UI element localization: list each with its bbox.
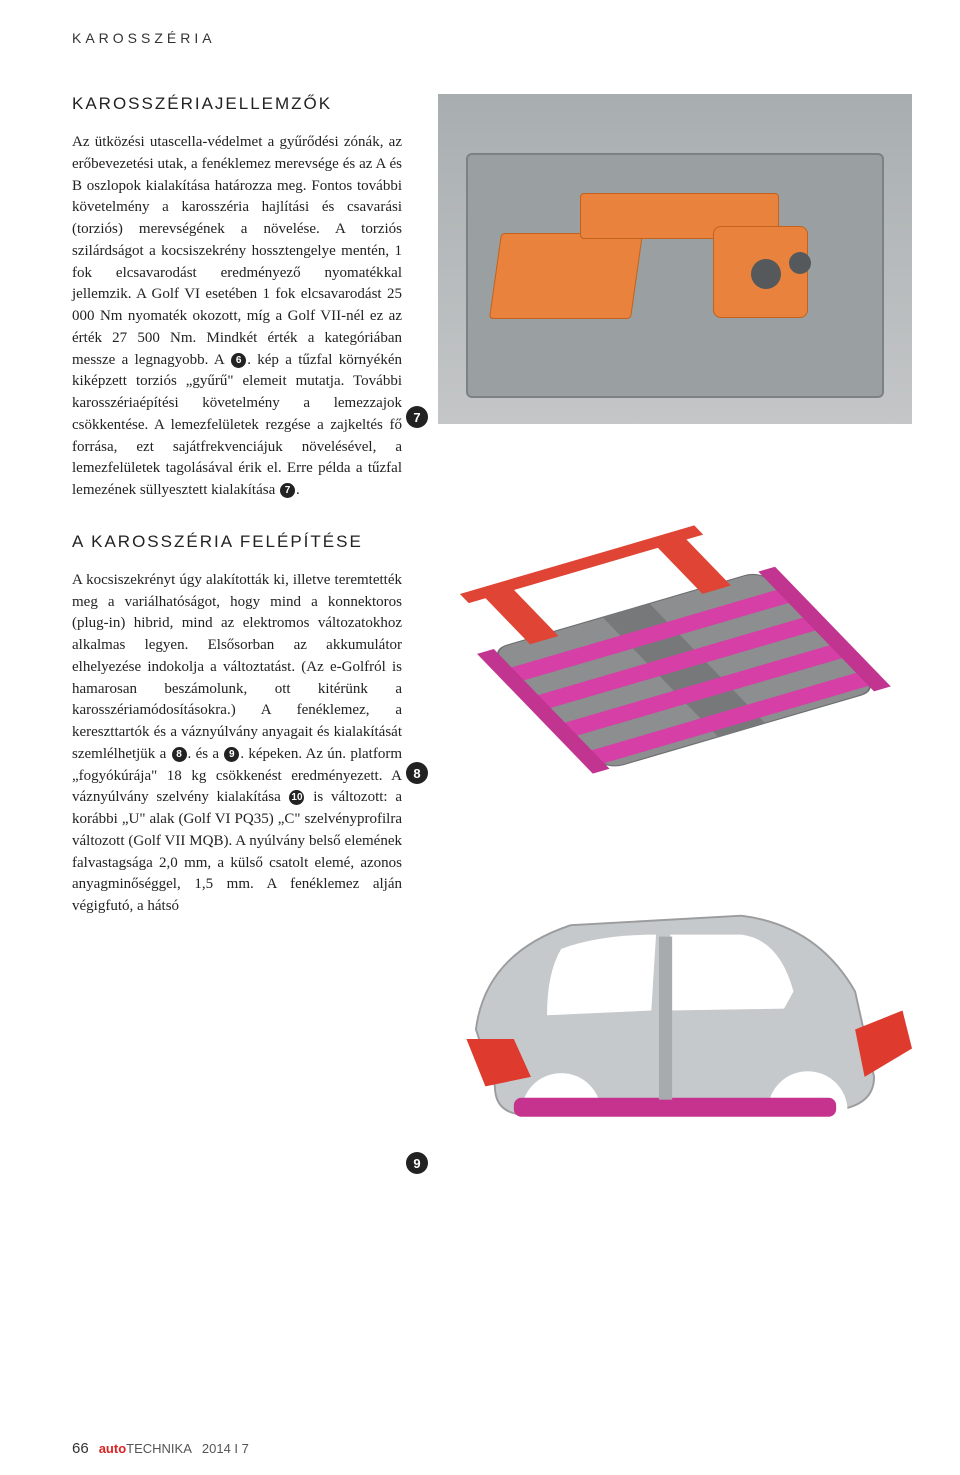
body-text: Az ütközési utascella-védelmet a gyűrődé… [72, 134, 402, 368]
brand-logo: autoTECHNIKA [99, 1441, 192, 1456]
ref-8-icon: 8 [172, 747, 187, 762]
figure-9-image [438, 860, 912, 1180]
section2-title: A KAROSSZÉRIA FELÉPÍTÉSE [72, 532, 402, 552]
body-text: is változott: a korábbi „U" alak (Golf V… [72, 789, 402, 914]
ref-10-icon: 10 [289, 790, 304, 805]
figure-7-image [438, 94, 912, 424]
figure-9-label-icon: 9 [406, 1152, 428, 1174]
issue-label: 2014 I 7 [202, 1441, 249, 1456]
figure-8: 8 [438, 472, 912, 812]
body-text: . kép a tűzfal környékén kiképzett torzi… [72, 352, 402, 499]
figure-8-image [438, 472, 912, 812]
ref-9-icon: 9 [224, 747, 239, 762]
body-text: . [296, 482, 300, 498]
figure-9: 9 [438, 860, 912, 1180]
figure-7-label-icon: 7 [406, 406, 428, 428]
section2-body: A kocsiszekrényt úgy alakították ki, ill… [72, 570, 402, 918]
section1-title: KAROSSZÉRIAJELLEMZŐK [72, 94, 402, 114]
page-footer: 66 autoTECHNIKA 2014 I 7 [72, 1440, 249, 1457]
figure-7: 7 [438, 94, 912, 424]
brand-red: auto [99, 1441, 126, 1456]
content-columns: KAROSSZÉRIAJELLEMZŐK Az ütközési utascel… [72, 94, 912, 1180]
ref-7-icon: 7 [280, 483, 295, 498]
figure-column: 7 [438, 94, 912, 1180]
body-text: A kocsiszekrényt úgy alakították ki, ill… [72, 572, 402, 762]
figure-8-label-icon: 8 [406, 762, 428, 784]
body-text: . és a [188, 746, 224, 762]
brand-rest: TECHNIKA [126, 1441, 192, 1456]
section1-body: Az ütközési utascella-védelmet a gyűrődé… [72, 132, 402, 502]
ref-6-icon: 6 [231, 353, 246, 368]
running-head: KAROSSZÉRIA [72, 30, 912, 46]
text-column: KAROSSZÉRIAJELLEMZŐK Az ütközési utascel… [72, 94, 402, 1180]
page-number: 66 [72, 1440, 89, 1457]
